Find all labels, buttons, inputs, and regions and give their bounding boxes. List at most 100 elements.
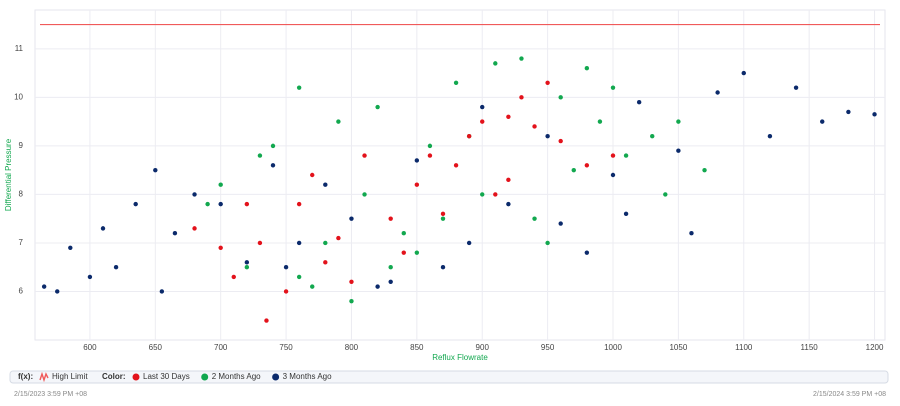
- scatter-point: [192, 226, 197, 231]
- scatter-point: [480, 119, 485, 124]
- scatter-point: [310, 284, 315, 289]
- scatter-point: [440, 265, 446, 270]
- scatter-point: [192, 192, 197, 197]
- scatter-point: [558, 221, 563, 226]
- scatter-point: [676, 148, 681, 153]
- scatter-point: [296, 240, 302, 246]
- scatter-point: [558, 95, 563, 100]
- scatter-point: [283, 265, 289, 270]
- scatter-point: [218, 201, 223, 207]
- scatter-point: [650, 133, 655, 139]
- scatter-point: [375, 104, 380, 110]
- y-tick-label: 11: [15, 44, 24, 53]
- scatter-point: [453, 80, 459, 85]
- x-tick-label: 600: [83, 343, 97, 352]
- scatter-point: [519, 95, 524, 100]
- scatter-point: [100, 226, 106, 231]
- scatter-point: [584, 66, 590, 71]
- scatter-point: [68, 245, 73, 250]
- scatter-point: [401, 231, 406, 236]
- scatter-point: [571, 167, 576, 173]
- scatter-point: [323, 240, 328, 246]
- scatter-point: [545, 240, 550, 246]
- scatter-point: [558, 138, 563, 144]
- scatter-point: [414, 250, 420, 255]
- x-tick-label: 1050: [669, 343, 687, 352]
- scatter-point: [375, 284, 380, 289]
- scatter-point: [87, 274, 93, 280]
- legend-label: 2 Months Ago: [212, 372, 261, 381]
- scatter-point: [296, 274, 302, 280]
- legend-label: Last 30 Days: [143, 372, 190, 381]
- scatter-point: [584, 163, 590, 168]
- scatter-point: [427, 143, 433, 149]
- scatter-point: [362, 192, 367, 197]
- scatter-point: [545, 80, 550, 85]
- scatter-point: [218, 182, 223, 187]
- x-tick-label: 750: [279, 343, 293, 352]
- legend-swatch: [201, 373, 209, 381]
- y-tick-label: 8: [19, 190, 24, 199]
- x-tick-label: 1150: [801, 343, 819, 352]
- scatter-point: [296, 85, 302, 90]
- x-axis-title: Reflux Flowrate: [432, 353, 488, 362]
- scatter-point: [159, 289, 165, 294]
- legend-label: High Limit: [52, 372, 88, 381]
- x-tick-label: 650: [149, 343, 163, 352]
- scatter-point: [349, 298, 354, 304]
- scatter-point: [820, 119, 825, 124]
- x-tick-label: 1200: [866, 343, 884, 352]
- scatter-point: [545, 133, 550, 139]
- legend-color-label: Color:: [102, 372, 126, 381]
- scatter-point: [133, 201, 138, 207]
- scatter-point: [55, 289, 60, 294]
- scatter-point: [480, 192, 485, 197]
- scatter-point: [440, 211, 446, 217]
- scatter-point: [257, 240, 263, 246]
- scatter-point: [205, 201, 210, 207]
- legend-swatch: [272, 373, 280, 381]
- legend-function-label: f(x):: [18, 372, 33, 381]
- scatter-point: [623, 153, 629, 158]
- scatter-point: [401, 250, 406, 255]
- scatter-point: [702, 167, 707, 173]
- scatter-point: [715, 90, 720, 95]
- scatter-point: [493, 192, 498, 197]
- y-tick-label: 6: [19, 287, 24, 296]
- scatter-point: [493, 61, 498, 66]
- scatter-point: [767, 133, 773, 139]
- scatter-point: [506, 201, 511, 207]
- scatter-point: [323, 182, 328, 187]
- x-tick-label: 1100: [735, 343, 753, 352]
- scatter-point: [532, 124, 537, 129]
- scatter-point: [414, 158, 420, 163]
- scatter-point: [231, 274, 236, 280]
- scatter-point: [349, 279, 354, 284]
- scatter-point: [636, 100, 642, 105]
- scatter-point: [172, 231, 178, 236]
- scatter-point: [336, 235, 341, 241]
- scatter-point: [793, 85, 799, 90]
- high-limit-icon: [39, 371, 49, 383]
- scatter-point: [689, 231, 694, 236]
- scatter-point: [244, 265, 250, 270]
- scatter-point: [610, 172, 616, 178]
- scatter-point: [414, 182, 420, 187]
- footer-end: 2/15/2024 3:59 PM +08: [813, 391, 886, 398]
- scatter-point: [388, 265, 393, 270]
- scatter-point: [584, 250, 590, 255]
- scatter-point: [349, 216, 354, 221]
- scatter-point: [453, 163, 459, 168]
- scatter-point: [270, 163, 276, 168]
- scatter-point: [597, 119, 603, 124]
- scatter-point: [480, 104, 485, 110]
- scatter-point: [296, 201, 302, 207]
- y-tick-label: 7: [19, 238, 24, 247]
- scatter-point: [244, 260, 250, 265]
- x-tick-label: 800: [345, 343, 359, 352]
- scatter-point: [310, 172, 315, 178]
- scatter-point: [741, 70, 746, 76]
- x-tick-label: 700: [214, 343, 228, 352]
- x-tick-label: 900: [476, 343, 490, 352]
